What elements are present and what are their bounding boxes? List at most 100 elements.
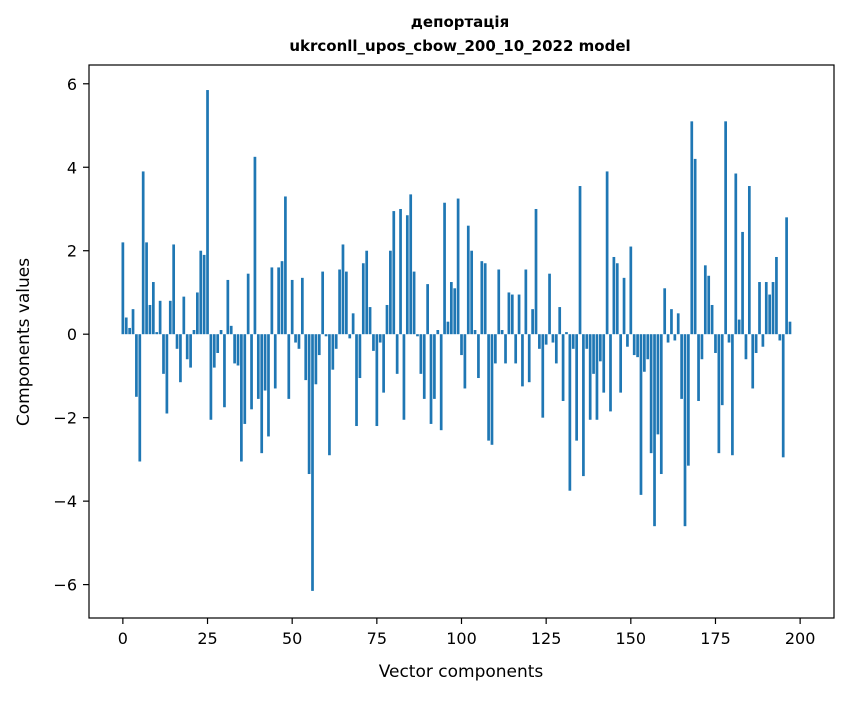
bar	[700, 334, 704, 360]
bar	[341, 244, 345, 335]
bar	[375, 334, 379, 427]
x-axis-ticks: 0 25 50 75 100 125 150 175 200	[118, 618, 815, 648]
bar	[405, 215, 409, 335]
bar	[764, 282, 768, 335]
bar	[615, 263, 619, 335]
bar	[378, 334, 382, 343]
bar	[693, 158, 697, 335]
bar	[500, 330, 504, 335]
bar	[622, 277, 626, 335]
bar	[703, 265, 707, 335]
bar	[131, 309, 135, 335]
bar	[175, 334, 179, 349]
bar	[521, 334, 524, 387]
bar	[355, 334, 358, 427]
x-tick-label: 125	[531, 629, 562, 648]
bar	[548, 273, 551, 335]
bar	[626, 334, 629, 347]
bar	[497, 269, 501, 335]
bar	[598, 334, 602, 362]
bar	[229, 325, 233, 335]
x-tick-label: 25	[197, 629, 217, 648]
bars-layer	[121, 90, 792, 591]
bar	[656, 334, 660, 435]
x-axis-label: Vector components	[379, 662, 544, 682]
bar	[236, 334, 240, 366]
bar	[273, 334, 277, 389]
bar	[747, 186, 751, 335]
bar	[582, 334, 585, 477]
bar	[419, 334, 423, 374]
bar	[683, 334, 687, 527]
bar	[470, 250, 474, 335]
bar	[585, 334, 589, 349]
bar	[785, 217, 788, 335]
bar	[527, 334, 531, 383]
bar	[219, 330, 223, 335]
bar	[737, 319, 741, 335]
bar	[206, 90, 209, 335]
x-tick-label: 50	[282, 629, 302, 648]
bar	[189, 334, 192, 368]
bar	[358, 334, 362, 379]
bar	[162, 334, 165, 374]
bar	[632, 334, 636, 356]
bar	[233, 334, 236, 364]
bar	[280, 261, 284, 335]
bar	[541, 334, 545, 418]
bar	[426, 284, 429, 335]
bar	[297, 334, 301, 349]
bar	[314, 334, 318, 385]
bar	[429, 334, 433, 424]
bar	[595, 334, 599, 420]
x-tick-label: 0	[118, 629, 128, 648]
bar	[466, 225, 470, 335]
bar	[226, 279, 230, 335]
bar	[741, 231, 744, 335]
bar	[663, 288, 667, 335]
bar	[460, 334, 463, 356]
bar	[504, 334, 507, 364]
bar	[602, 334, 606, 393]
bar	[775, 256, 778, 335]
bar	[697, 334, 700, 401]
bar	[345, 271, 348, 335]
x-tick-label: 175	[700, 629, 731, 648]
bar	[124, 317, 128, 335]
bar	[436, 330, 440, 335]
bar	[592, 334, 595, 374]
bar	[490, 334, 494, 445]
bar	[385, 304, 389, 335]
y-tick-label: −6	[53, 576, 77, 595]
bar	[612, 256, 616, 335]
bar	[307, 334, 311, 475]
y-tick-label: 6	[67, 75, 77, 94]
bar	[290, 279, 294, 335]
bar	[758, 282, 761, 335]
bar	[649, 334, 653, 454]
bar	[300, 277, 304, 335]
bar	[135, 334, 138, 397]
bar	[382, 334, 385, 393]
bar	[168, 300, 172, 335]
bar	[473, 330, 477, 335]
bar	[507, 292, 511, 335]
bar	[568, 334, 572, 491]
bar	[744, 334, 748, 360]
bar	[121, 242, 125, 335]
bar	[534, 208, 538, 335]
bar	[284, 196, 287, 335]
y-tick-label: −2	[53, 409, 77, 428]
bar	[277, 267, 280, 335]
y-axis-label: Components values	[14, 258, 34, 426]
bar	[494, 334, 497, 364]
bar	[246, 273, 250, 335]
bar	[216, 334, 220, 353]
bar	[510, 294, 514, 335]
bar	[575, 334, 578, 441]
bar	[487, 334, 490, 441]
x-tick-label: 75	[367, 629, 387, 648]
bar	[365, 250, 369, 335]
bar	[771, 282, 775, 335]
